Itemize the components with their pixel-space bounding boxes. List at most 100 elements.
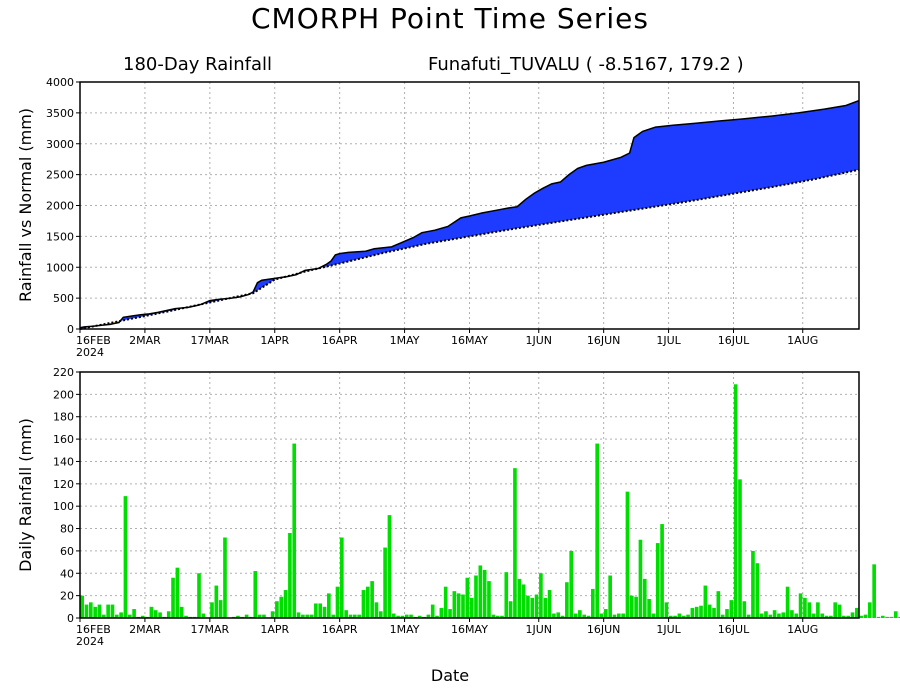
bar [664,602,669,618]
bar [725,609,729,618]
bar [184,615,188,618]
bar [244,614,249,618]
bar [456,593,461,618]
bar [214,585,219,618]
bar [149,606,154,618]
bar [850,612,855,618]
bar [772,610,777,618]
bar [811,613,816,618]
bar [829,615,833,618]
x-tick-label: 1JUN [525,623,552,636]
bar [80,595,84,618]
bar [733,384,738,618]
bar [712,607,716,618]
bar [270,611,275,618]
bar [123,496,128,618]
y-tick-label: 0 [67,323,74,336]
x-tick-label: 17MAR [191,334,230,347]
bar [101,614,106,618]
x-tick-label: 16MAY [451,334,488,347]
bar [357,614,361,618]
bar [262,614,266,618]
bar [608,575,612,618]
bar [842,615,846,618]
bar [283,590,288,618]
bar [400,615,405,618]
y-tick-label: 2500 [46,169,74,182]
bar [430,604,435,618]
bar [469,597,474,618]
bar [171,577,175,618]
y-axis-label: Daily Rainfall (mm) [16,418,35,572]
bar [703,585,708,618]
bar [374,602,379,618]
bar [352,614,357,618]
y-tick-label: 20 [60,590,74,603]
bar [876,616,881,618]
bar [552,613,556,618]
bar [127,614,132,618]
bar [716,591,721,618]
bar [677,613,682,618]
bar [439,607,444,618]
bar [738,479,742,618]
bar [309,614,314,618]
x-tick-label: 1JUL [656,334,681,347]
bar [318,603,323,618]
bar [690,607,695,618]
bar [383,547,387,618]
bar [565,582,569,618]
bar [478,565,483,618]
bar [292,443,297,618]
x-year-label: 2024 [76,346,104,359]
area-above-normal [199,298,228,305]
bar [673,615,677,618]
bar [417,615,422,618]
bar [236,615,240,618]
y-tick-label: 0 [67,612,74,625]
bar [586,615,591,618]
y-tick-label: 80 [60,523,74,536]
bar [798,593,803,618]
bar [132,609,136,618]
bar [378,611,383,618]
bar [365,586,370,618]
bar [348,614,353,618]
bar [629,595,634,618]
bar [370,581,374,618]
x-tick-label: 1JUL [656,623,681,636]
bar [322,606,327,618]
bar [210,602,214,618]
bar [491,614,496,618]
bar [868,602,872,618]
bar [197,573,201,618]
bar [166,611,171,618]
bar [404,614,409,618]
y-tick-label: 100 [53,500,74,513]
bar [591,588,595,618]
bar [409,614,413,618]
bar [707,604,712,618]
bar [279,596,284,618]
bar [530,597,535,618]
bar [301,614,305,618]
bar [387,515,392,618]
y-tick-label: 1000 [46,261,74,274]
x-tick-label: 16MAY [451,623,488,636]
bar [616,613,621,618]
bar [257,614,262,618]
bar [106,604,110,618]
x-tick-label: 16FEB [76,334,111,347]
bar [746,614,751,618]
x-tick-label: 16JUL [718,334,750,347]
y-tick-label: 120 [53,478,74,491]
x-tick-label: 16JUN [587,623,621,636]
bar [781,612,786,618]
bar [764,611,768,618]
x-tick-label: 2MAR [129,334,161,347]
bar [288,533,292,618]
bar [777,613,781,618]
bar [474,575,478,618]
bar [634,596,638,618]
bar [638,539,643,618]
